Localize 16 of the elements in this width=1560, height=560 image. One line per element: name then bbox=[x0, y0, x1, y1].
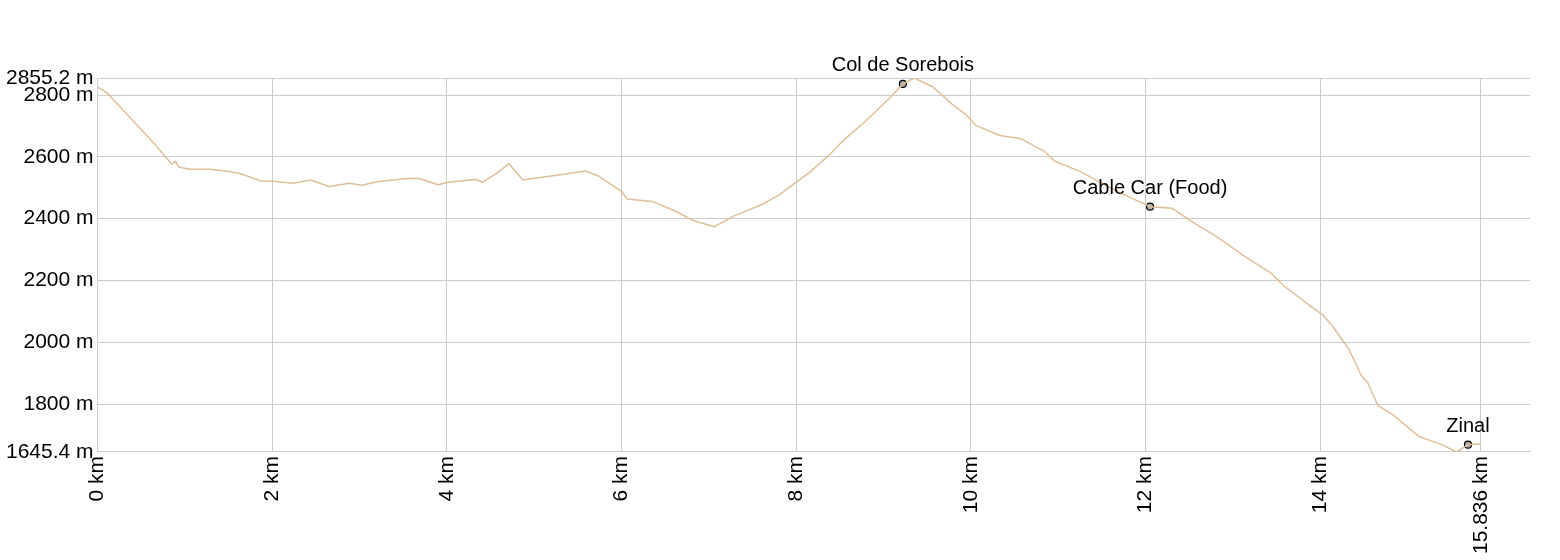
annotation: Zinal bbox=[1446, 414, 1490, 437]
y-tick-label: 2400 m bbox=[23, 205, 94, 229]
x-tick-label: 6 km bbox=[608, 455, 632, 502]
y-tick-label: 2600 m bbox=[23, 143, 94, 167]
x-tick-label: 4 km bbox=[433, 455, 457, 502]
x-tick-label: 14 km bbox=[1307, 455, 1331, 514]
x-tick-label: 10 km bbox=[957, 455, 981, 514]
x-tick-label: 2 km bbox=[259, 455, 283, 502]
y-tick-label: 2000 m bbox=[23, 329, 94, 353]
annotation: Cable Car (Food) bbox=[1072, 176, 1228, 199]
x-tick-label: 8 km bbox=[783, 455, 807, 502]
y-tick-label: 1800 m bbox=[23, 390, 94, 414]
x-tick-label: 12 km bbox=[1132, 455, 1156, 514]
x-tick-label: 15.836 km bbox=[1467, 455, 1491, 554]
annotation: Col de Sorebois bbox=[831, 53, 975, 76]
y-tick-label: 2200 m bbox=[23, 267, 94, 291]
